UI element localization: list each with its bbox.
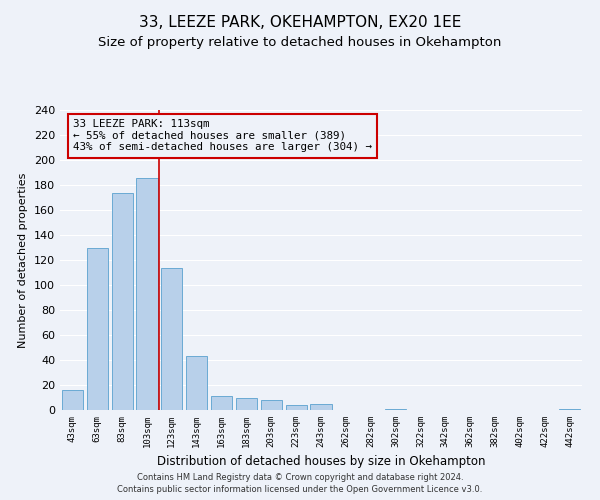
Text: 33 LEEZE PARK: 113sqm
← 55% of detached houses are smaller (389)
43% of semi-det: 33 LEEZE PARK: 113sqm ← 55% of detached … [73, 119, 372, 152]
Bar [559, 409, 580, 410]
Bar [261, 400, 282, 410]
Bar [211, 396, 232, 410]
Bar [236, 398, 257, 410]
Bar [286, 405, 307, 410]
Bar [87, 248, 108, 410]
Bar [136, 178, 158, 410]
Bar [310, 404, 332, 410]
Text: Size of property relative to detached houses in Okehampton: Size of property relative to detached ho… [98, 36, 502, 49]
Text: 33, LEEZE PARK, OKEHAMPTON, EX20 1EE: 33, LEEZE PARK, OKEHAMPTON, EX20 1EE [139, 15, 461, 30]
Text: Contains public sector information licensed under the Open Government Licence v3: Contains public sector information licen… [118, 485, 482, 494]
Bar [112, 192, 133, 410]
Bar [161, 268, 182, 410]
Bar [385, 409, 406, 410]
Bar [62, 390, 83, 410]
Y-axis label: Number of detached properties: Number of detached properties [19, 172, 28, 348]
Text: Contains HM Land Registry data © Crown copyright and database right 2024.: Contains HM Land Registry data © Crown c… [137, 472, 463, 482]
X-axis label: Distribution of detached houses by size in Okehampton: Distribution of detached houses by size … [157, 456, 485, 468]
Bar [186, 356, 207, 410]
